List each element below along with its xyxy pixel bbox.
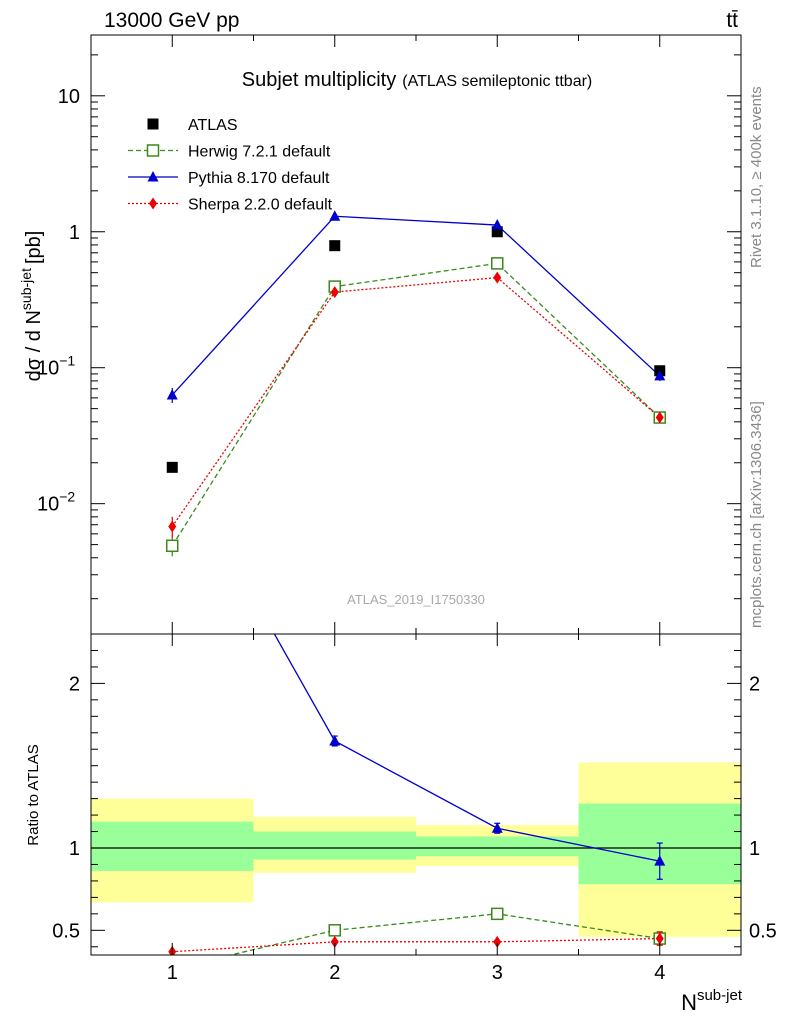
legend-sherpa-marker [149,197,157,210]
main-y-axis-label-sup: sub-jet [18,268,34,310]
plot-title-main: Subjet multiplicity [242,69,397,91]
main-y-axis-label: dσ / d Nsub-jet [pb] [18,231,45,382]
mcplots-credit-label: mcplots.cern.ch [arXiv:1306.3436] [748,401,765,628]
header-process-label: tt̄ [726,9,738,32]
main-sherpa-point [330,286,339,299]
legend: ATLAS Herwig 7.2.1 default Pythia 8.170 de… [128,117,333,214]
ratio-pythia-point [329,735,341,746]
main-atlas-point [329,240,341,252]
ratio-y-axis-label: Ratio to ATLAS [25,744,42,845]
ratio-y-tick-label: 2 [69,673,80,695]
ratio-inner-band [253,831,416,860]
main-y-tick-label-base: 10 [37,358,59,380]
main-y-tick-label-exp: −1 [59,353,75,369]
x-axis-label: Nsub-jet [681,987,743,1015]
ratio-y-tick-label-right: 0.5 [749,920,777,942]
main-herwig-line [171,262,661,547]
legend-herwig-marker [146,144,160,157]
main-atlas-point [491,226,503,238]
ratio-herwig-point [491,907,504,921]
legend-pythia-label: Pythia 8.170 default [188,170,330,187]
legend-sherpa-label: Sherpa 2.2.0 default [188,197,333,214]
main-pythia-point [491,219,503,230]
x-tick-label: 3 [492,962,503,984]
main-sherpa-point [493,271,502,284]
ratio-y-tick-label-right: 2 [749,673,760,695]
main-y-tick-label-exp: −2 [59,489,75,505]
main-y-tick-label: 10−2 [37,489,75,516]
main-herwig-point [166,539,179,553]
main-y-tick-label-base: 10 [37,494,59,516]
legend-atlas-label: ATLAS [188,117,238,134]
main-y-tick-label: 1 [69,222,80,244]
ratio-y-tick-label: 1 [69,838,80,860]
legend-atlas-marker [147,118,159,130]
main-herwig-point [491,257,504,270]
ratio-y-tick-label: 0.5 [52,920,80,942]
ratio-pythia-point [491,822,503,833]
ratio-pythia-point [654,855,666,866]
main-y-tick-label: 10 [58,86,80,108]
ratio-pythia-line [273,634,660,862]
main-pythia-line [171,215,661,396]
watermark-label: ATLAS_2019_I1750330 [347,592,485,607]
x-tick-label: 2 [329,962,340,984]
main-y-tick-label: 10−1 [37,353,75,380]
legend-herwig-label: Herwig 7.2.1 default [188,144,331,161]
main-sherpa-point [655,411,664,424]
main-pythia-point [166,388,178,400]
ratio-sherpa-point [655,932,664,945]
ratio-sherpa-point [493,935,502,948]
x-tick-label: 1 [167,962,178,984]
ratio-herwig-point [328,924,341,937]
x-axis-label-main: N [681,990,697,1015]
plot-title: Subjet multiplicity (ATLAS semileptonic t… [242,69,593,91]
main-pythia-point [654,369,666,381]
ratio-inner-band [91,821,254,872]
main-y-axis-label-main: dσ / d N [23,310,45,381]
main-atlas-point [166,461,178,473]
legend-pythia-marker [147,171,159,182]
header-energy-label: 13000 GeV pp [104,9,239,32]
main-pythia-point [329,210,341,221]
main-y-axis-label-unit: [pb] [23,231,45,264]
ratio-sherpa-point [330,935,339,948]
rivet-version-label: Rivet 3.1.10, ≥ 400k events [748,86,765,268]
ratio-inner-band [416,836,579,857]
plot-title-sub: (ATLAS semileptonic ttbar) [402,73,592,90]
x-axis-label-sup: sub-jet [697,987,743,1004]
ratio-y-tick-label-right: 1 [749,838,760,860]
x-tick-label: 4 [654,962,665,984]
main-sherpa-point [168,520,177,533]
ratio-sherpa-line [172,937,660,953]
ratio-plot-panel: 1 2 3 4 0.5 0.5 1 1 2 2 Ratio to ATLAS Nsub-jet [25,633,777,1015]
